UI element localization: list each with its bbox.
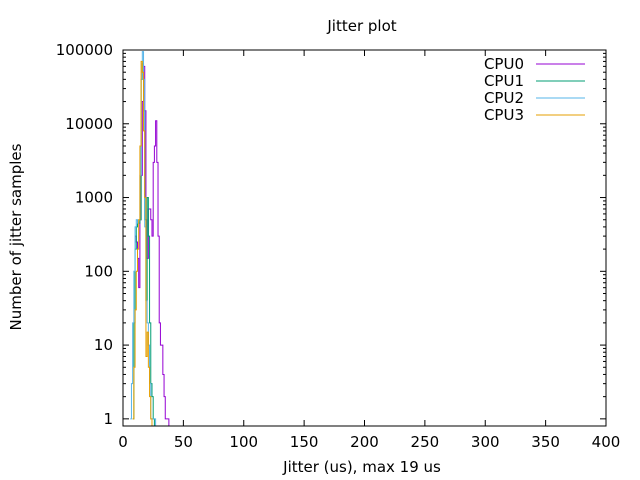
chart-title: Jitter plot [326, 17, 396, 35]
axis-ticks: 0 50 100 150 200 250 300 350 400 1 10 100 1000 10000 1… [56, 41, 621, 451]
x-tick-label: 50 [174, 433, 193, 451]
x-tick-label: 150 [290, 433, 319, 451]
x-tick-label: 250 [411, 433, 440, 451]
x-tick-label: 400 [592, 433, 621, 451]
legend-label-cpu1: CPU1 [484, 72, 524, 90]
x-tick-label: 300 [471, 433, 500, 451]
series-cpu3-line [132, 60, 154, 427]
x-tick-label: 100 [229, 433, 258, 451]
x-axis-label: Jitter (us), max 19 us [282, 458, 441, 476]
x-tick-label: 0 [118, 433, 128, 451]
plot-frame [122, 49, 607, 427]
legend-label-cpu0: CPU0 [484, 55, 524, 73]
series-cpu0-line [135, 65, 172, 427]
y-tick-label: 100000 [56, 41, 113, 59]
y-tick-label: 1 [103, 410, 113, 428]
y-tick-label: 10 [94, 336, 113, 354]
legend-label-cpu2: CPU2 [484, 89, 524, 107]
x-tick-label: 200 [350, 433, 379, 451]
series-cpu2-line [130, 51, 159, 427]
y-tick-label: 1000 [75, 189, 113, 207]
y-axis-label: Number of jitter samples [7, 143, 25, 330]
x-tick-label: 350 [531, 433, 560, 451]
legend-label-cpu3: CPU3 [484, 106, 524, 124]
series-lines [130, 51, 172, 427]
y-tick-label: 100 [84, 262, 113, 280]
y-tick-label: 10000 [65, 115, 113, 133]
